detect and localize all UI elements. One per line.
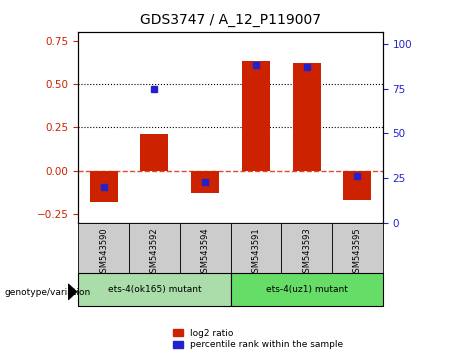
Bar bbox=[281, 223, 332, 273]
Text: GSM543590: GSM543590 bbox=[99, 227, 108, 278]
Bar bbox=[78, 273, 230, 306]
Bar bbox=[90, 171, 118, 202]
Bar bbox=[141, 135, 168, 171]
Bar bbox=[343, 171, 371, 200]
Bar bbox=[129, 223, 180, 273]
Bar bbox=[242, 61, 270, 171]
Text: GSM543592: GSM543592 bbox=[150, 227, 159, 278]
Text: GSM543593: GSM543593 bbox=[302, 227, 311, 278]
Bar bbox=[78, 223, 129, 273]
Bar bbox=[230, 273, 383, 306]
Text: ets-4(uz1) mutant: ets-4(uz1) mutant bbox=[266, 285, 348, 294]
Bar bbox=[293, 63, 320, 171]
Bar bbox=[191, 171, 219, 194]
Text: genotype/variation: genotype/variation bbox=[5, 287, 91, 297]
Polygon shape bbox=[68, 284, 77, 299]
Legend: log2 ratio, percentile rank within the sample: log2 ratio, percentile rank within the s… bbox=[173, 329, 343, 349]
Text: ets-4(ok165) mutant: ets-4(ok165) mutant bbox=[107, 285, 201, 294]
Title: GDS3747 / A_12_P119007: GDS3747 / A_12_P119007 bbox=[140, 13, 321, 27]
Bar bbox=[230, 223, 281, 273]
Bar bbox=[180, 223, 230, 273]
Bar bbox=[332, 223, 383, 273]
Text: GSM543594: GSM543594 bbox=[201, 227, 210, 278]
Text: GSM543591: GSM543591 bbox=[251, 227, 260, 278]
Text: GSM543595: GSM543595 bbox=[353, 227, 362, 278]
